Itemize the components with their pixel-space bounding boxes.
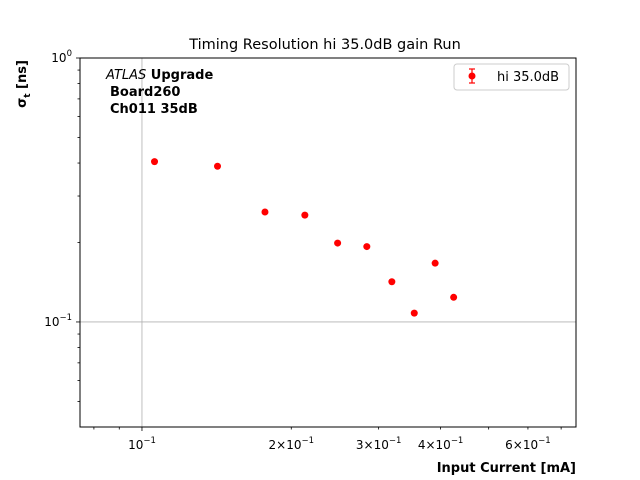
data-point — [151, 158, 159, 166]
annotation-line-2: Board260 — [110, 85, 180, 100]
y-axis-label-main: σ — [15, 98, 30, 108]
annotation-atlas: ATLAS — [105, 68, 146, 83]
data-point — [450, 293, 458, 301]
y-axis-label: σt [ns] — [15, 60, 33, 108]
data-series — [151, 158, 458, 317]
legend-box — [453, 63, 570, 91]
data-point — [334, 239, 342, 247]
annotation-line-1: ATLAS Upgrade — [105, 68, 213, 83]
y-axis-label-unit: [ns] — [15, 60, 30, 93]
x-tick-label: 3×10−1 — [356, 436, 402, 452]
annotation: ATLAS Upgrade Board260 Ch011 35dB — [105, 68, 213, 117]
x-axis-label: Input Current [mA] — [437, 461, 576, 476]
x-axis: 10−1 2×10−1 3×10−1 4×10−1 6×10−1 — [93, 427, 562, 452]
data-point — [261, 208, 269, 216]
x-tick-label: 4×10−1 — [418, 436, 464, 452]
grid — [80, 58, 576, 427]
plot-area — [80, 58, 576, 427]
y-axis: 100 10−1 — [44, 49, 80, 402]
plot-frame — [79, 57, 577, 428]
legend-label: hi 35.0dB — [497, 70, 559, 85]
chart-title: Timing Resolution hi 35.0dB gain Run — [188, 37, 461, 53]
y-tick-label: 10−1 — [44, 313, 72, 329]
x-tick-label: 2×10−1 — [269, 436, 315, 452]
data-point — [410, 309, 418, 317]
data-point — [214, 162, 222, 170]
data-point — [431, 259, 439, 267]
annotation-line-3: Ch011 35dB — [110, 102, 198, 117]
data-point — [363, 243, 371, 251]
y-axis-label-sub: t — [23, 93, 33, 98]
data-point — [301, 211, 309, 219]
legend: hi 35.0dB — [453, 63, 570, 91]
legend-marker — [468, 72, 476, 80]
data-point — [388, 278, 396, 286]
x-tick-label: 10−1 — [128, 436, 156, 452]
annotation-upgrade: Upgrade — [146, 68, 213, 83]
x-tick-label: 6×10−1 — [505, 436, 551, 452]
y-tick-label: 100 — [51, 49, 72, 65]
